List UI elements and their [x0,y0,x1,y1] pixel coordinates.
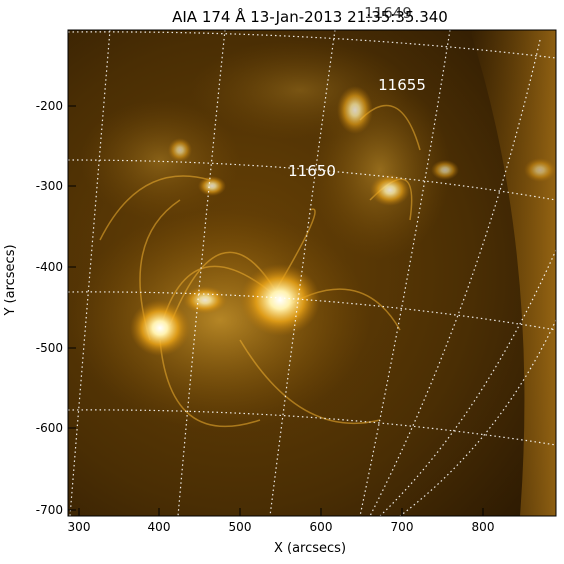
y-tick-minus-500: -500 [36,341,63,355]
x-axis-label: X (arcsecs) [274,541,346,556]
x-tick-400: 400 [148,520,171,534]
region-label-11655: 11655 [378,76,426,94]
y-tick-minus-700: -700 [36,503,63,517]
plot-frame [67,29,557,517]
x-tick-800: 800 [472,520,495,534]
y-tick-minus-300: -300 [36,179,63,193]
solar-image: 11655 11650 [68,30,556,516]
y-axis-label: Y (arcsecs) [3,244,18,316]
heliographic-grid [68,30,556,516]
x-axis: 300 400 500 600 700 800 X (arcsecs) [68,508,495,556]
y-tick-minus-400: -400 [36,260,63,274]
region-label-11650: 11650 [288,162,336,180]
x-tick-700: 700 [391,520,414,534]
y-tick-minus-600: -600 [36,421,63,435]
plot-title: AIA 174 Å 13-Jan-2013 21:35:35.340 [172,7,448,26]
y-axis: -200 -300 -400 -500 -600 -700 Y (arcsecs… [3,99,76,517]
x-tick-300: 300 [68,520,91,534]
x-tick-500: 500 [229,520,252,534]
y-tick-minus-200: -200 [36,99,63,113]
x-tick-600: 600 [310,520,333,534]
plot-title-overlay: 11649 [364,4,412,22]
